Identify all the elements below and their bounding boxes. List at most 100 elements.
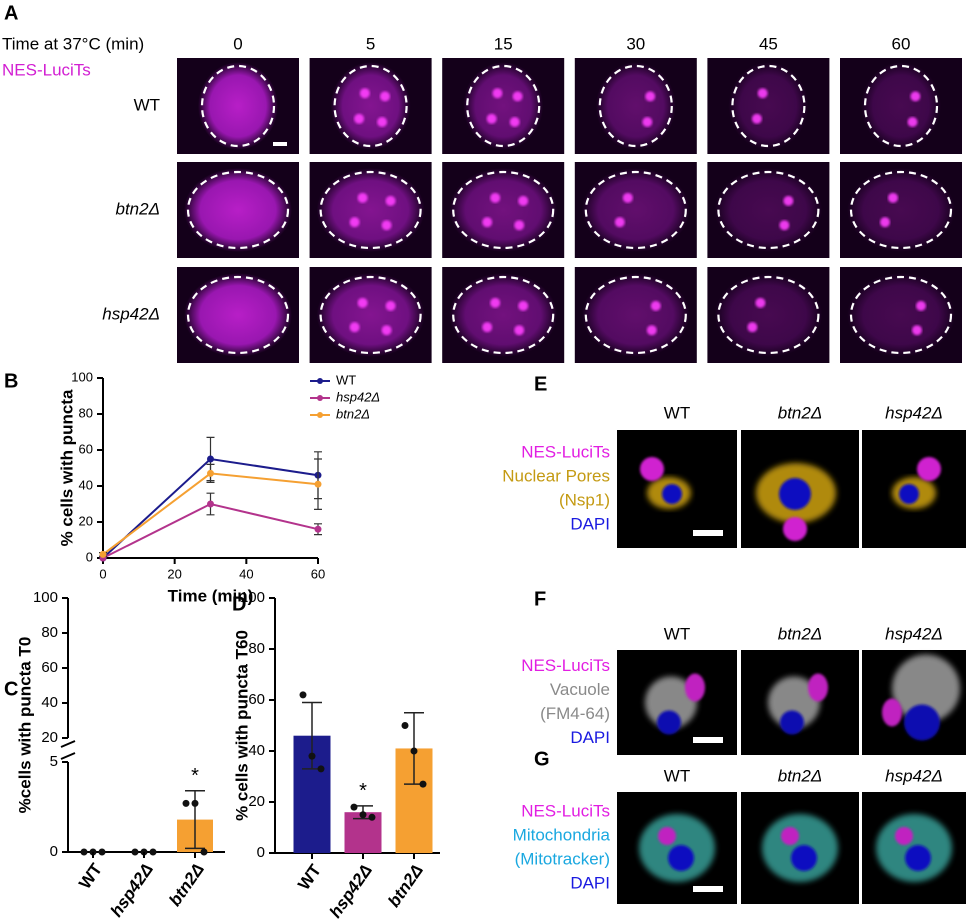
micrograph — [309, 162, 432, 258]
micrograph — [707, 58, 830, 154]
time-label: 45 — [759, 34, 778, 53]
column-label: WT — [664, 624, 690, 643]
y-tick-label: 40 — [79, 477, 93, 492]
micrograph — [741, 792, 859, 904]
stain-label: (Mitotracker) — [515, 849, 610, 868]
luci-signal — [882, 698, 902, 727]
dapi — [791, 845, 817, 871]
nucleus-outline — [731, 64, 806, 148]
stain-label: (FM4-64) — [540, 704, 610, 723]
x-tick-label: btn2Δ — [384, 861, 427, 911]
legend-marker — [317, 412, 323, 418]
luci-signal — [917, 457, 941, 481]
legend-marker — [317, 378, 323, 384]
data-point — [191, 799, 199, 807]
nucleus-glow — [861, 62, 941, 150]
x-tick-label: btn2Δ — [165, 860, 208, 910]
column-label: btn2Δ — [778, 403, 823, 422]
punctum — [916, 300, 926, 311]
dapi — [779, 478, 811, 510]
micrograph — [309, 58, 432, 154]
nucleus-outline — [186, 275, 290, 355]
nucleus-outline — [717, 275, 820, 355]
nucleus-glow — [316, 273, 425, 357]
punctum — [385, 300, 396, 311]
punctum — [354, 113, 365, 124]
punctum — [385, 195, 396, 206]
punctum — [512, 91, 523, 102]
punctum — [380, 91, 390, 102]
data-point — [350, 803, 358, 811]
punctum — [482, 322, 493, 333]
micrograph — [741, 650, 859, 755]
nucleus-outline — [849, 275, 953, 355]
punctum — [912, 325, 922, 336]
dapi — [657, 710, 681, 735]
nucleus-glow — [714, 168, 823, 252]
reporter-label: NES-LuciTs — [2, 60, 91, 79]
x-tick-label: 0 — [99, 566, 106, 581]
nucleus-outline — [319, 170, 422, 250]
panel-label: B — [4, 370, 18, 392]
x-tick-label: hsp42Δ — [107, 860, 157, 920]
punctum — [349, 322, 360, 333]
nucleus-outline — [186, 170, 290, 250]
micrograph — [442, 58, 565, 154]
nucleus-outline — [466, 64, 541, 148]
data-point — [314, 525, 322, 533]
data-point — [317, 765, 325, 773]
dapi — [905, 845, 931, 871]
punctum — [514, 220, 525, 231]
luci-signal — [895, 827, 913, 845]
stain-label: DAPI — [570, 873, 610, 892]
nucleus-glow — [184, 168, 292, 252]
y-tick-label: 20 — [41, 729, 58, 746]
punctum — [646, 325, 657, 336]
nucleus-glow — [463, 62, 544, 150]
punctum — [486, 113, 497, 124]
nucleus-outline — [598, 64, 673, 148]
nucleus-glow — [330, 62, 411, 150]
nucleus-glow — [847, 168, 955, 252]
x-tick-label: WT — [75, 859, 106, 892]
data-point — [149, 848, 157, 856]
micrograph — [707, 162, 830, 258]
x-tick-label: hsp42Δ — [326, 861, 376, 921]
dapi — [662, 484, 682, 504]
data-point — [419, 780, 427, 788]
y-axis-title: % cells with puncta — [57, 389, 76, 546]
punctum — [614, 217, 625, 228]
time-label: 60 — [892, 34, 911, 53]
y-tick-label: 80 — [79, 405, 93, 420]
y-axis-title: % cells with puncta T60 — [232, 630, 251, 821]
micrograph — [862, 792, 966, 904]
vacuole — [768, 676, 820, 729]
legend-label: btn2Δ — [336, 406, 370, 421]
punctum — [757, 88, 768, 99]
dapi — [904, 704, 940, 741]
nucleus-glow — [581, 168, 690, 252]
punctum — [622, 192, 633, 203]
punctum — [907, 117, 918, 127]
data-point — [359, 811, 367, 819]
punctum — [492, 88, 503, 99]
scale-bar — [273, 142, 287, 146]
stain-label: Mitochondria — [513, 825, 611, 844]
strain-label: hsp42Δ — [102, 304, 160, 323]
micrograph — [177, 162, 299, 258]
micrograph — [862, 430, 966, 548]
punctum — [490, 297, 501, 308]
data-point — [314, 480, 322, 488]
y-tick-label: 40 — [248, 742, 265, 759]
strain-label: WT — [134, 95, 160, 114]
data-point — [207, 469, 214, 477]
panel-label: D — [232, 593, 246, 615]
nucleus-glow — [595, 62, 676, 150]
micrograph — [442, 162, 565, 258]
column-label: WT — [664, 403, 690, 422]
nucleus-glow — [728, 62, 809, 150]
column-label: hsp42Δ — [885, 766, 943, 785]
micrograph — [309, 267, 432, 363]
scale-bar — [693, 737, 723, 743]
micrograph — [840, 162, 962, 258]
